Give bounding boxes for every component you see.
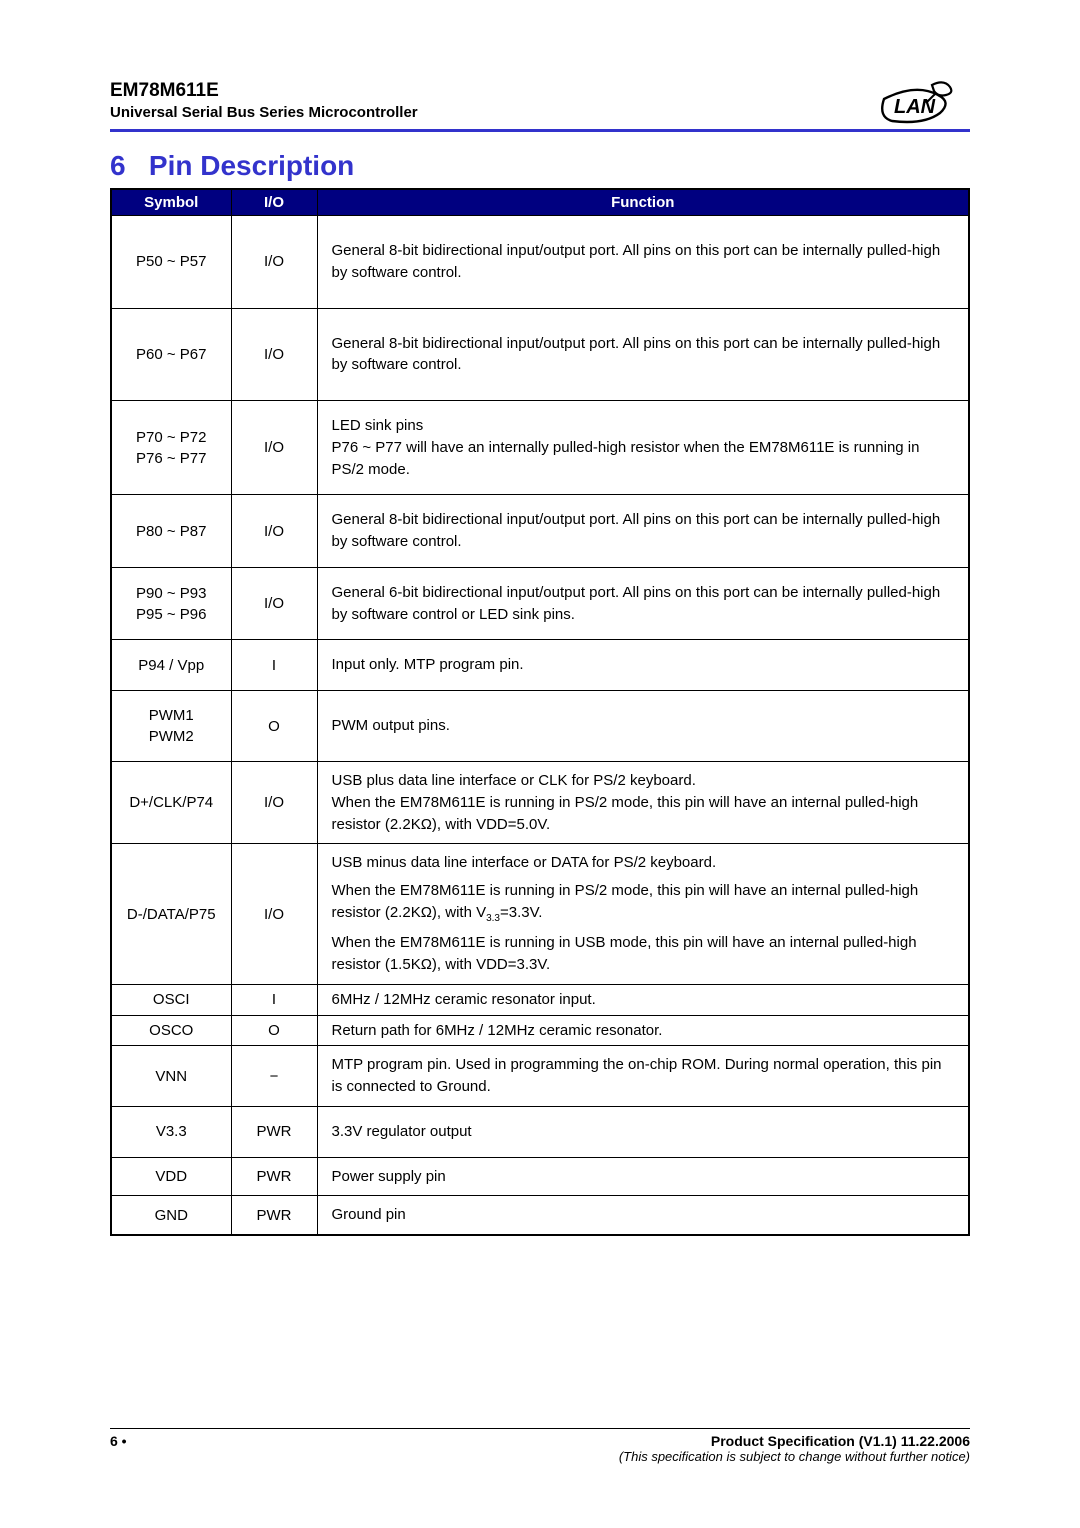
table-row: V3.3PWR3.3V regulator output <box>111 1106 969 1157</box>
cell-io: I/O <box>231 762 317 844</box>
column-header-symbol: Symbol <box>111 189 231 216</box>
cell-io: PWR <box>231 1106 317 1157</box>
footer-right: Product Specification (V1.1) 11.22.2006 … <box>619 1433 970 1464</box>
cell-symbol: V3.3 <box>111 1106 231 1157</box>
cell-function: MTP program pin. Used in programming the… <box>317 1046 969 1107</box>
cell-function: 6MHz / 12MHz ceramic resonator input. <box>317 984 969 1015</box>
table-body: P50 ~ P57I/OGeneral 8-bit bidirectional … <box>111 216 969 1236</box>
cell-io: I/O <box>231 308 317 401</box>
pin-description-table: Symbol I/O Function P50 ~ P57I/OGeneral … <box>110 188 970 1236</box>
cell-symbol: PWM1PWM2 <box>111 691 231 762</box>
cell-io: I <box>231 984 317 1015</box>
page-footer: 6 • Product Specification (V1.1) 11.22.2… <box>110 1428 970 1464</box>
cell-symbol: OSCI <box>111 984 231 1015</box>
cell-symbol: VNN <box>111 1046 231 1107</box>
cell-symbol: P70 ~ P72P76 ~ P77 <box>111 401 231 495</box>
cell-io: − <box>231 1046 317 1107</box>
cell-io: I/O <box>231 495 317 568</box>
page-header: EM78M611E Universal Serial Bus Series Mi… <box>110 80 970 129</box>
footer-divider <box>110 1428 970 1429</box>
table-row: GNDPWRGround pin <box>111 1196 969 1235</box>
cell-io: PWR <box>231 1196 317 1235</box>
cell-symbol: D+/CLK/P74 <box>111 762 231 844</box>
page-number: 6 • <box>110 1433 127 1449</box>
section-number: 6 <box>110 150 126 181</box>
table-row: P80 ~ P87I/OGeneral 8-bit bidirectional … <box>111 495 969 568</box>
cell-io: I/O <box>231 401 317 495</box>
cell-function: Input only. MTP program pin. <box>317 640 969 691</box>
cell-io: I/O <box>231 844 317 985</box>
cell-function: PWM output pins. <box>317 691 969 762</box>
subtitle: Universal Serial Bus Series Microcontrol… <box>110 104 418 121</box>
table-row: OSCII6MHz / 12MHz ceramic resonator inpu… <box>111 984 969 1015</box>
cell-function: General 8-bit bidirectional input/output… <box>317 495 969 568</box>
cell-symbol: GND <box>111 1196 231 1235</box>
cell-function: USB plus data line interface or CLK for … <box>317 762 969 844</box>
cell-symbol: D-/DATA/P75 <box>111 844 231 985</box>
cell-symbol: VDD <box>111 1157 231 1196</box>
brand-logo: LAN <box>880 81 970 125</box>
cell-symbol: P94 / Vpp <box>111 640 231 691</box>
cell-io: I/O <box>231 567 317 640</box>
header-text-block: EM78M611E Universal Serial Bus Series Mi… <box>110 80 418 121</box>
cell-io: I/O <box>231 216 317 309</box>
cell-function: General 6-bit bidirectional input/output… <box>317 567 969 640</box>
footer-notice: (This specification is subject to change… <box>619 1449 970 1464</box>
table-row: P60 ~ P67I/OGeneral 8-bit bidirectional … <box>111 308 969 401</box>
table-row: P90 ~ P93P95 ~ P96I/OGeneral 6-bit bidir… <box>111 567 969 640</box>
table-row: P94 / VppIInput only. MTP program pin. <box>111 640 969 691</box>
table-row: P70 ~ P72P76 ~ P77I/OLED sink pinsP76 ~ … <box>111 401 969 495</box>
cell-io: PWR <box>231 1157 317 1196</box>
cell-function: Ground pin <box>317 1196 969 1235</box>
section-heading: Pin Description <box>149 150 354 181</box>
cell-function: Power supply pin <box>317 1157 969 1196</box>
table-row: D-/DATA/P75I/OUSB minus data line interf… <box>111 844 969 985</box>
cell-symbol: OSCO <box>111 1015 231 1046</box>
table-row: OSCOOReturn path for 6MHz / 12MHz cerami… <box>111 1015 969 1046</box>
logo-text: LAN <box>894 96 936 118</box>
table-row: VNN−MTP program pin. Used in programming… <box>111 1046 969 1107</box>
cell-io: I <box>231 640 317 691</box>
table-row: D+/CLK/P74I/OUSB plus data line interfac… <box>111 762 969 844</box>
cell-symbol: P80 ~ P87 <box>111 495 231 568</box>
cell-function: LED sink pinsP76 ~ P77 will have an inte… <box>317 401 969 495</box>
header-divider <box>110 129 970 132</box>
cell-function: 3.3V regulator output <box>317 1106 969 1157</box>
cell-symbol: P50 ~ P57 <box>111 216 231 309</box>
footer-row: 6 • Product Specification (V1.1) 11.22.2… <box>110 1433 970 1464</box>
cell-function: Return path for 6MHz / 12MHz ceramic res… <box>317 1015 969 1046</box>
section-title: 6 Pin Description <box>110 150 970 182</box>
table-header-row: Symbol I/O Function <box>111 189 969 216</box>
table-row: P50 ~ P57I/OGeneral 8-bit bidirectional … <box>111 216 969 309</box>
part-number: EM78M611E <box>110 80 418 102</box>
cell-symbol: P90 ~ P93P95 ~ P96 <box>111 567 231 640</box>
spec-version: Product Specification (V1.1) 11.22.2006 <box>619 1433 970 1449</box>
column-header-function: Function <box>317 189 969 216</box>
cell-io: O <box>231 1015 317 1046</box>
cell-symbol: P60 ~ P67 <box>111 308 231 401</box>
cell-io: O <box>231 691 317 762</box>
column-header-io: I/O <box>231 189 317 216</box>
cell-function: USB minus data line interface or DATA fo… <box>317 844 969 985</box>
cell-function: General 8-bit bidirectional input/output… <box>317 308 969 401</box>
table-row: VDDPWRPower supply pin <box>111 1157 969 1196</box>
table-row: PWM1PWM2OPWM output pins. <box>111 691 969 762</box>
cell-function: General 8-bit bidirectional input/output… <box>317 216 969 309</box>
